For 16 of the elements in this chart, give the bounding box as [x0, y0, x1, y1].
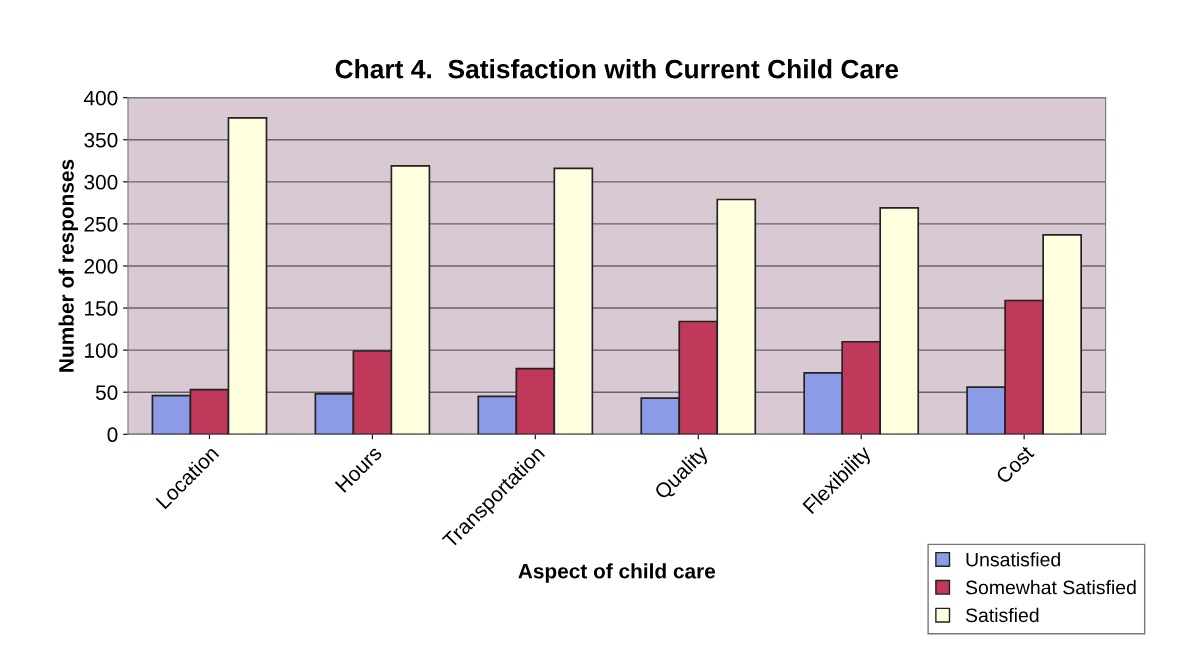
- y-tick-label: 200: [84, 258, 118, 274]
- y-tick-label: 50: [95, 385, 118, 400]
- y-tick-label: 300: [84, 174, 118, 190]
- chart-title: Chart 4. Satisfaction with Current Child Care: [335, 59, 899, 79]
- y-tick-label: 250: [84, 216, 118, 232]
- y-tick-label: 0: [107, 427, 118, 443]
- y-axis-title: Number of responses: [58, 159, 78, 372]
- y-tick-label: 350: [84, 132, 118, 148]
- y-tick-label: 100: [85, 343, 118, 358]
- x-tick-label: Cost: [994, 444, 1035, 485]
- y-tick-label: 400: [83, 90, 118, 106]
- legend-label: Unsatisfied: [966, 552, 1060, 567]
- x-axis-title: Aspect of child care: [518, 563, 716, 583]
- y-tick-label: 150: [85, 301, 118, 316]
- legend-label: Somewhat Satisfied: [965, 580, 1136, 595]
- legend-label: Satisfied: [965, 607, 1039, 623]
